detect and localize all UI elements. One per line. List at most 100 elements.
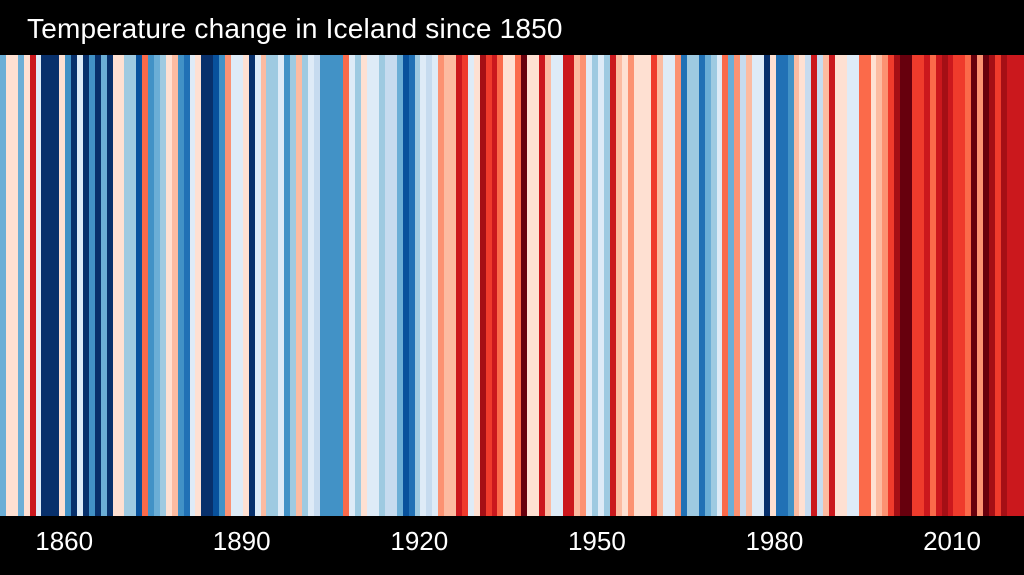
year-stripe-1924	[438, 55, 445, 516]
year-stripe-1861	[65, 55, 72, 516]
year-stripe-1873	[136, 55, 143, 516]
year-stripe-1981	[775, 55, 782, 516]
year-stripe-2003	[906, 55, 912, 516]
year-stripe-1872	[130, 55, 137, 516]
year-stripe-1875	[148, 55, 154, 516]
year-stripe-1954	[615, 55, 622, 516]
year-stripe-1895	[266, 55, 273, 516]
year-stripe-1951	[598, 55, 605, 516]
year-stripe-1967	[692, 55, 699, 516]
year-stripe-1941	[538, 55, 545, 516]
year-stripe-2007	[929, 55, 936, 516]
year-stripe-1983	[787, 55, 794, 516]
year-stripe-1885	[207, 55, 214, 516]
year-stripe-1864	[82, 55, 89, 516]
year-stripe-1993	[846, 55, 853, 516]
year-stripe-1979	[763, 55, 770, 516]
year-stripe-1937	[515, 55, 522, 516]
year-stripe-1892	[248, 55, 255, 516]
year-stripe-1975	[740, 55, 747, 516]
year-stripe-1904	[319, 55, 326, 516]
year-stripe-1855	[29, 55, 36, 516]
x-axis-label-1920: 1920	[390, 526, 449, 556]
year-stripe-1911	[361, 55, 368, 516]
year-stripe-1882	[189, 55, 196, 516]
x-axis-label-1860: 1860	[35, 526, 94, 556]
year-stripe-1940	[532, 55, 539, 516]
year-stripe-1996	[864, 55, 871, 516]
year-stripe-1918	[402, 55, 409, 516]
year-stripe-1909	[349, 55, 356, 516]
year-stripe-1982	[781, 55, 788, 516]
year-stripe-1969	[704, 55, 711, 516]
year-stripe-2008	[935, 55, 942, 516]
year-stripe-1944	[556, 55, 563, 516]
year-stripe-1925	[444, 55, 451, 516]
year-stripe-1935	[503, 55, 510, 516]
year-stripe-1921	[420, 55, 427, 516]
year-stripe-1994	[852, 55, 859, 516]
year-stripe-1988	[817, 55, 824, 516]
year-stripe-1851	[5, 55, 12, 516]
year-stripe-1946	[568, 55, 575, 516]
year-stripe-1970	[710, 55, 717, 516]
year-stripe-1931	[479, 55, 486, 516]
year-stripe-1959	[645, 55, 652, 516]
year-stripe-1966	[686, 55, 693, 516]
year-stripe-2019	[1000, 55, 1007, 516]
year-stripe-1884	[201, 55, 208, 516]
year-stripe-1906	[331, 55, 338, 516]
year-stripe-2009	[941, 55, 948, 516]
year-stripe-1943	[550, 55, 557, 516]
year-stripe-1961	[657, 55, 664, 516]
year-stripe-1939	[527, 55, 533, 516]
year-stripe-1905	[325, 55, 332, 516]
year-stripe-2000	[888, 55, 895, 516]
year-stripe-1927	[455, 55, 462, 516]
year-stripe-1916	[390, 55, 397, 516]
year-stripe-1915	[384, 55, 391, 516]
year-stripe-1958	[639, 55, 646, 516]
year-stripe-1865	[88, 55, 95, 516]
year-stripe-2020	[1006, 55, 1013, 516]
year-stripe-1991	[834, 55, 841, 516]
year-stripe-2005	[917, 55, 924, 516]
year-stripe-1886	[213, 55, 220, 516]
year-stripe-1964	[675, 55, 682, 516]
year-stripe-1857	[41, 55, 48, 516]
year-stripe-2012	[959, 55, 966, 516]
year-stripe-1972	[722, 55, 729, 516]
year-stripe-1985	[799, 55, 806, 516]
year-stripe-1989	[823, 55, 830, 516]
year-stripe-1878	[165, 55, 172, 516]
year-stripe-1871	[124, 55, 131, 516]
x-axis-label-2010: 2010	[923, 526, 981, 556]
year-stripe-1933	[491, 55, 498, 516]
year-stripe-1932	[485, 55, 492, 516]
year-stripe-1908	[343, 55, 350, 516]
year-stripe-1920	[414, 55, 421, 516]
year-stripe-1887	[219, 55, 226, 516]
year-stripe-2011	[953, 55, 960, 516]
year-stripe-1947	[574, 55, 581, 516]
year-stripe-1868	[106, 55, 113, 516]
year-stripe-1922	[426, 55, 433, 516]
year-stripe-1877	[159, 55, 166, 516]
year-stripe-1978	[758, 55, 764, 516]
year-stripe-1986	[805, 55, 812, 516]
year-stripe-2015	[977, 55, 984, 516]
year-stripe-1952	[604, 55, 610, 516]
year-stripe-1914	[379, 55, 385, 516]
year-stripe-2017	[988, 55, 995, 516]
year-stripe-1948	[580, 55, 587, 516]
x-axis-label-1980: 1980	[745, 526, 804, 556]
year-stripe-1859	[53, 55, 60, 516]
chart-title: Temperature change in Iceland since 1850	[27, 13, 563, 44]
year-stripe-1890	[236, 55, 243, 516]
year-stripe-1950	[592, 55, 599, 516]
year-stripe-1902	[307, 55, 314, 516]
year-stripe-2002	[900, 55, 907, 516]
year-stripe-1860	[59, 55, 66, 516]
year-stripe-1968	[698, 55, 705, 516]
